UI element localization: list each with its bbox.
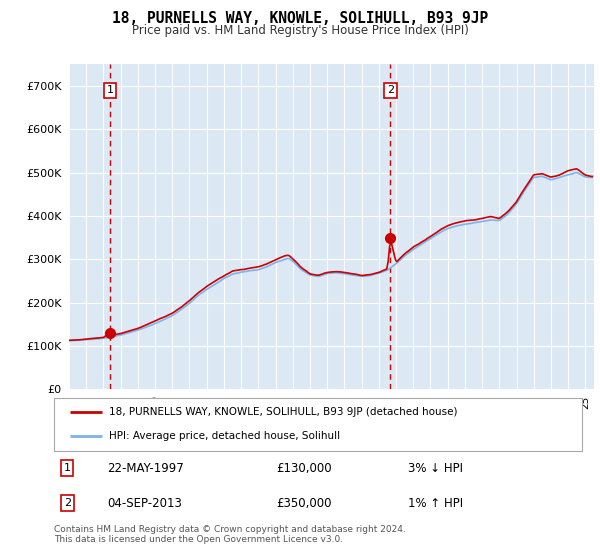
Text: 04-SEP-2013: 04-SEP-2013	[107, 497, 182, 510]
Text: HPI: Average price, detached house, Solihull: HPI: Average price, detached house, Soli…	[109, 431, 341, 441]
Text: £350,000: £350,000	[276, 497, 331, 510]
Text: 2: 2	[387, 85, 394, 95]
Text: 1: 1	[106, 85, 113, 95]
Text: 1: 1	[64, 463, 71, 473]
Text: 2: 2	[64, 498, 71, 508]
Text: 18, PURNELLS WAY, KNOWLE, SOLIHULL, B93 9JP (detached house): 18, PURNELLS WAY, KNOWLE, SOLIHULL, B93 …	[109, 407, 458, 417]
Text: 3% ↓ HPI: 3% ↓ HPI	[408, 461, 463, 475]
Text: 18, PURNELLS WAY, KNOWLE, SOLIHULL, B93 9JP: 18, PURNELLS WAY, KNOWLE, SOLIHULL, B93 …	[112, 11, 488, 26]
Text: 22-MAY-1997: 22-MAY-1997	[107, 461, 184, 475]
Text: Contains HM Land Registry data © Crown copyright and database right 2024.
This d: Contains HM Land Registry data © Crown c…	[54, 525, 406, 544]
Text: £130,000: £130,000	[276, 461, 331, 475]
Text: 1% ↑ HPI: 1% ↑ HPI	[408, 497, 463, 510]
Text: Price paid vs. HM Land Registry's House Price Index (HPI): Price paid vs. HM Land Registry's House …	[131, 24, 469, 36]
